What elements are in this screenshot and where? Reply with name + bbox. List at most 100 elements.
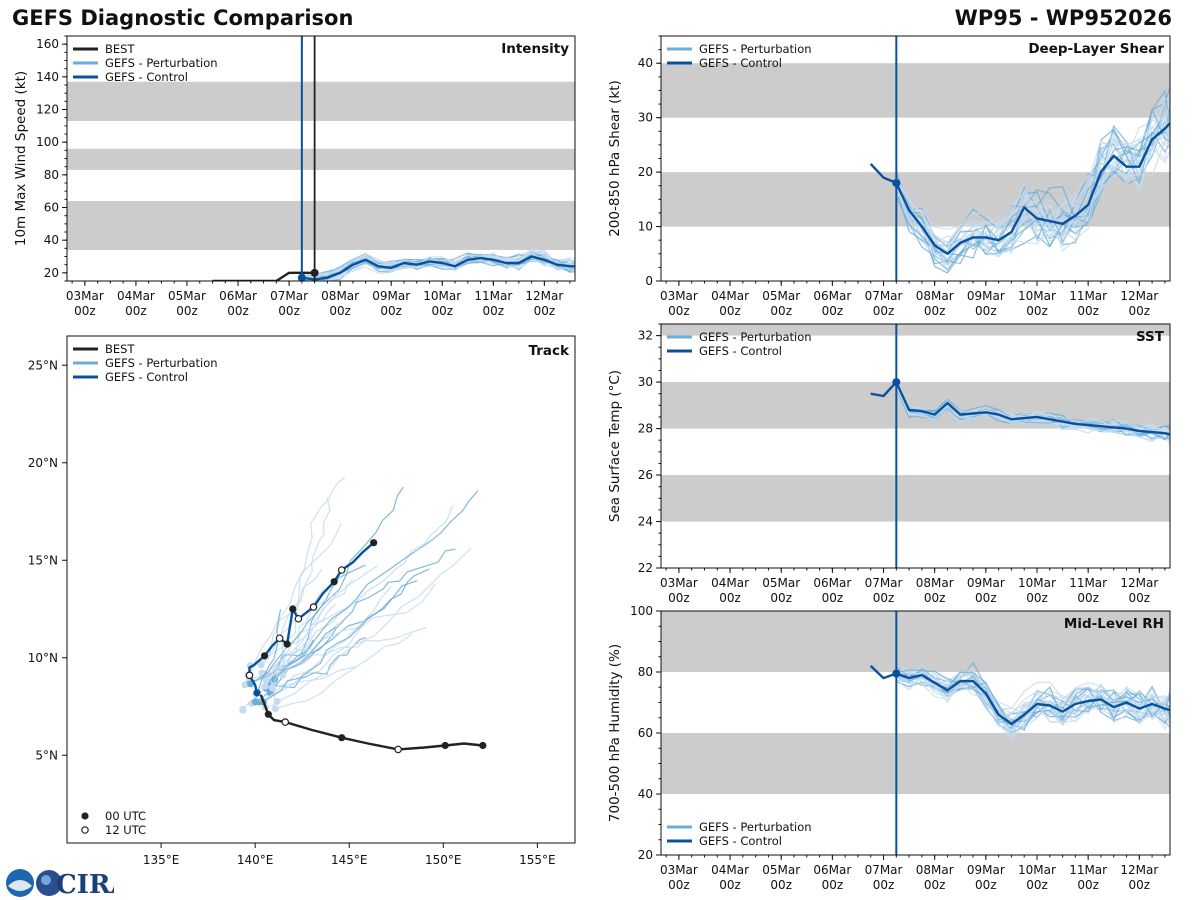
sst-x-tick-label: 03Mar	[660, 576, 698, 590]
shear-band-1	[661, 63, 1170, 118]
rh-x-tick-label: 05Mar	[762, 863, 800, 877]
rh-x-tick-label: 00z	[1129, 878, 1151, 892]
control-track-00utc-marker	[253, 689, 261, 697]
sst-control-init-dot	[892, 378, 901, 387]
control-track-00utc-marker	[260, 652, 269, 660]
track-perturbation-line	[263, 580, 418, 703]
best-track-12utc-marker	[281, 718, 290, 726]
sst-band-2	[661, 324, 1170, 336]
best-track-00utc-marker	[338, 734, 346, 742]
panel-intensity: 03Mar00z04Mar00z05Mar00z06Mar00z07Mar00z…	[13, 35, 576, 318]
sst-x-tick-label: 08Mar	[916, 576, 954, 590]
cira-logo: CIRA	[6, 869, 114, 898]
rh-x-tick-label: 00z	[975, 878, 997, 892]
track-perturbation-start-dot	[268, 684, 276, 692]
track-perturbation-start-dot	[261, 682, 269, 690]
intensity-legend-label: GEFS - Control	[105, 70, 188, 84]
sst-x-tick-label: 06Mar	[813, 576, 851, 590]
intensity-x-tick-label: 12Mar	[525, 289, 563, 303]
sst-x-tick-label: 00z	[822, 591, 844, 605]
intensity-x-tick-label: 07Mar	[270, 289, 308, 303]
intensity-y-axis-label: 10m Max Wind Speed (kt)	[13, 71, 29, 246]
track-perturbation-start-dot	[251, 698, 259, 706]
control-track-00utc-marker	[289, 605, 297, 613]
track-perturbation-line	[242, 595, 337, 710]
control-track-00utc-marker	[283, 640, 291, 648]
intensity-x-tick-label: 00z	[329, 304, 351, 318]
rh-x-tick-label: 00z	[770, 878, 792, 892]
rh-band-0	[661, 733, 1170, 794]
rh-y-axis-label: 700-500 hPa Humidity (%)	[607, 644, 623, 822]
track-perturbation-line	[272, 586, 392, 689]
intensity-x-tick-label: 11Mar	[474, 289, 512, 303]
track-perturbation-line	[249, 565, 378, 667]
cira-logo-text: CIRA	[56, 870, 114, 898]
track-legend-label: GEFS - Control	[105, 370, 188, 384]
sst-x-tick-label: 10Mar	[1018, 576, 1056, 590]
shear-x-tick-label: 00z	[719, 304, 741, 318]
track-y-tick-label: 15°N	[28, 553, 58, 567]
intensity-y-tick-label: 100	[36, 135, 59, 149]
shear-x-tick-label: 08Mar	[916, 289, 954, 303]
track-perturbation-line	[264, 603, 337, 687]
track-x-tick-label: 155°E	[519, 853, 556, 867]
rh-legend-label: GEFS - Control	[699, 834, 782, 848]
intensity-y-tick-label: 80	[44, 168, 59, 182]
intensity-control-line	[301, 255, 575, 281]
track-marker-legend-label: 12 UTC	[105, 823, 146, 837]
intensity-best-dot	[310, 268, 319, 277]
intensity-y-tick-label: 20	[44, 266, 59, 280]
track-perturbation-line	[244, 622, 339, 686]
sst-x-tick-label: 00z	[924, 591, 946, 605]
sst-title: SST	[1136, 329, 1165, 345]
track-perturbation-line	[261, 626, 427, 675]
rh-x-tick-label: 00z	[1026, 878, 1048, 892]
track-x-tick-label: 135°E	[143, 853, 180, 867]
shear-y-tick-label: 40	[638, 56, 653, 70]
track-perturbation-line	[275, 633, 413, 710]
shear-x-tick-label: 07Mar	[865, 289, 903, 303]
panel-rh: 03Mar00z04Mar00z05Mar00z06Mar00z07Mar00z…	[607, 604, 1171, 892]
track-y-tick-label: 25°N	[28, 358, 58, 372]
shear-y-tick-label: 20	[638, 165, 653, 179]
control-track-12utc-marker	[245, 671, 254, 680]
shear-x-tick-label: 09Mar	[967, 289, 1005, 303]
track-perturbation-start-dot	[271, 705, 279, 713]
track-y-tick-label: 5°N	[35, 748, 58, 762]
track-marker-legend-label: 00 UTC	[105, 809, 146, 823]
rh-perturbation-line	[895, 667, 1170, 729]
sst-y-tick-label: 28	[638, 422, 653, 436]
rh-x-tick-label: 00z	[719, 878, 741, 892]
sst-x-tick-label: 04Mar	[711, 576, 749, 590]
sst-y-tick-label: 26	[638, 468, 653, 482]
shear-x-tick-label: 00z	[1026, 304, 1048, 318]
sst-y-tick-label: 32	[638, 329, 653, 343]
track-x-tick-label: 150°E	[425, 853, 462, 867]
intensity-x-tick-label: 00z	[380, 304, 402, 318]
rh-title: Mid-Level RH	[1064, 616, 1164, 632]
rh-x-tick-label: 00z	[1077, 878, 1099, 892]
intensity-control-init-dot	[297, 273, 306, 281]
rh-perturbation-line	[896, 676, 1170, 720]
sst-x-tick-label: 00z	[873, 591, 895, 605]
track-perturbation-line	[254, 609, 282, 703]
sst-x-tick-label: 11Mar	[1069, 576, 1107, 590]
sst-control-line	[870, 380, 1170, 436]
track-perturbation-line	[263, 497, 331, 675]
sst-legend-label: GEFS - Control	[699, 344, 782, 358]
intensity-x-tick-label: 00z	[278, 304, 300, 318]
intensity-x-tick-label: 08Mar	[321, 289, 359, 303]
shear-x-tick-label: 10Mar	[1018, 289, 1056, 303]
track-legend-label: GEFS - Perturbation	[105, 356, 218, 370]
intensity-band-2	[67, 81, 575, 121]
track-x-tick-label: 145°E	[331, 853, 368, 867]
track-perturbation-line	[265, 486, 404, 689]
shear-legend-label: GEFS - Perturbation	[699, 42, 812, 56]
rh-x-tick-label: 08Mar	[916, 863, 954, 877]
track-legend-label: BEST	[105, 342, 135, 356]
shear-perturbation-line	[895, 112, 1170, 248]
intensity-y-tick-label: 160	[36, 37, 59, 51]
rh-y-tick-label: 60	[638, 726, 653, 740]
panel-sst: 03Mar00z04Mar00z05Mar00z06Mar00z07Mar00z…	[607, 323, 1171, 605]
sst-legend-label: GEFS - Perturbation	[699, 330, 812, 344]
